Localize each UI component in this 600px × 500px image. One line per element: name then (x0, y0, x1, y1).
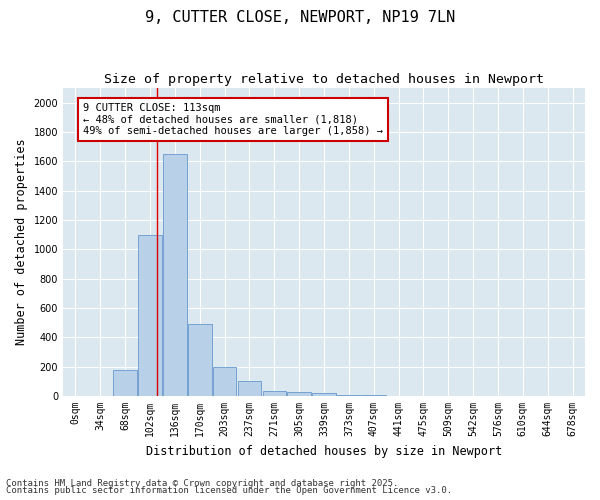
Bar (138, 234, 162, 396)
Bar (163, 154, 187, 396)
Title: Size of property relative to detached houses in Newport: Size of property relative to detached ho… (104, 72, 544, 86)
Bar (287, 392, 311, 396)
Bar (213, 366, 236, 396)
Text: 9 CUTTER CLOSE: 113sqm
← 48% of detached houses are smaller (1,818)
49% of semi-: 9 CUTTER CLOSE: 113sqm ← 48% of detached… (83, 102, 383, 136)
Text: Contains public sector information licensed under the Open Government Licence v3: Contains public sector information licen… (6, 486, 452, 495)
Bar (337, 394, 361, 396)
Bar (312, 393, 336, 396)
X-axis label: Distribution of detached houses by size in Newport: Distribution of detached houses by size … (146, 444, 502, 458)
Text: 9, CUTTER CLOSE, NEWPORT, NP19 7LN: 9, CUTTER CLOSE, NEWPORT, NP19 7LN (145, 10, 455, 25)
Bar (362, 394, 386, 396)
Bar (113, 370, 137, 396)
Bar (238, 382, 261, 396)
Bar (188, 324, 212, 396)
Y-axis label: Number of detached properties: Number of detached properties (15, 138, 28, 346)
Text: Contains HM Land Registry data © Crown copyright and database right 2025.: Contains HM Land Registry data © Crown c… (6, 478, 398, 488)
Bar (263, 391, 286, 396)
